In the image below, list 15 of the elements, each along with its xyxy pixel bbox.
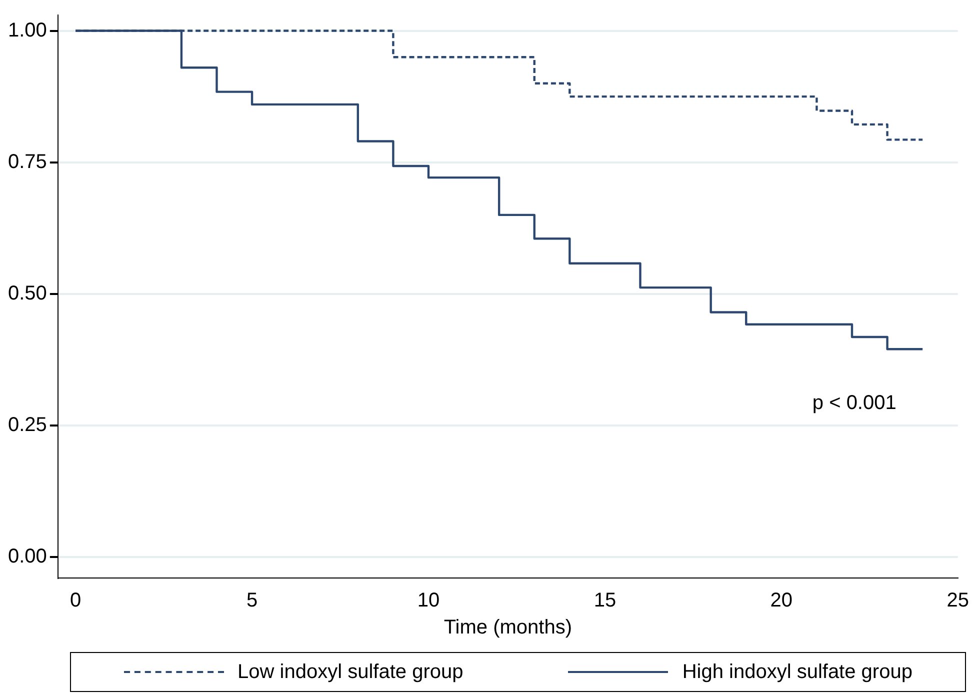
- y-tick-label: 0.25: [8, 414, 47, 436]
- x-tick-label: 25: [946, 590, 969, 612]
- y-tick-label: 0.00: [8, 545, 47, 568]
- annotation: p < 0.001: [812, 392, 896, 414]
- y-tick-label: 0.75: [8, 150, 47, 173]
- x-tick-label: 20: [770, 590, 793, 612]
- x-axis-title: Time (months): [444, 616, 572, 639]
- x-tick-label: 0: [70, 590, 82, 612]
- y-tick-label: 0.50: [8, 282, 47, 304]
- x-tick-label: 15: [594, 590, 616, 612]
- y-tick-label: 1.00: [8, 19, 47, 42]
- legend-label: High indoxyl sulfate group: [682, 660, 912, 684]
- x-tick-label: 5: [246, 590, 258, 612]
- legend-label: Low indoxyl sulfate group: [238, 660, 464, 684]
- x-tick-label: 10: [417, 590, 440, 612]
